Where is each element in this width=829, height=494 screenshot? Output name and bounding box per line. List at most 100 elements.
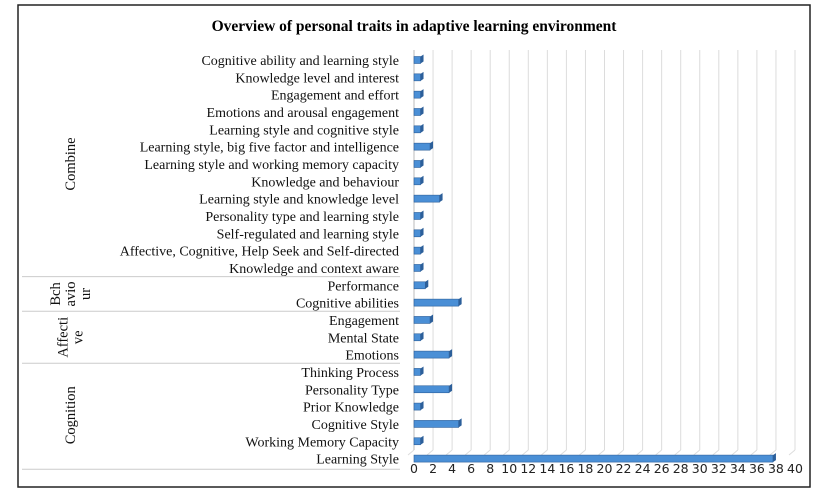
- bar-side: [420, 158, 424, 168]
- gridline-floor: [712, 449, 720, 456]
- bar: [413, 385, 450, 394]
- category-label: Self-regulated and learning style: [217, 227, 399, 242]
- bar: [413, 90, 421, 99]
- x-tick-label: 4: [448, 461, 456, 476]
- bar: [413, 333, 421, 342]
- bar-side: [420, 435, 424, 445]
- gridline-floor: [674, 449, 682, 456]
- x-tick-label: 26: [654, 461, 670, 476]
- gridline-floor: [560, 449, 567, 456]
- gridline-floor: [788, 449, 796, 456]
- x-tick-label: 14: [539, 461, 555, 476]
- bar-side: [772, 453, 776, 463]
- bar-side: [420, 175, 424, 185]
- chart-title: Overview of personal traits in adaptive …: [212, 18, 618, 35]
- bar: [413, 281, 426, 290]
- category-label: Personality Type: [305, 383, 399, 398]
- bar: [413, 246, 421, 255]
- bar: [413, 142, 431, 151]
- x-tick-label: 34: [730, 461, 746, 476]
- bar-side: [420, 331, 424, 341]
- bar: [413, 437, 421, 446]
- gridline-floor: [426, 449, 434, 456]
- gridline-floor: [693, 449, 701, 456]
- x-tick-label: 10: [501, 461, 517, 476]
- x-tick-label: 18: [577, 461, 593, 476]
- gridline-floor: [598, 449, 605, 456]
- gridline-floor: [579, 449, 586, 456]
- category-label: Learning style and knowledge level: [199, 193, 399, 208]
- bar-side: [420, 123, 424, 133]
- category-label: Knowledge and context aware: [229, 262, 399, 277]
- bar: [413, 125, 421, 134]
- x-tick-label: 16: [558, 461, 574, 476]
- gridline-floor: [483, 449, 491, 456]
- bar: [413, 402, 421, 411]
- category-label: Thinking Process: [301, 366, 399, 381]
- category-label: Knowledge and behaviour: [251, 175, 399, 190]
- x-tick-label: 2: [429, 461, 437, 476]
- bar-side: [420, 245, 424, 255]
- bar-side: [420, 401, 424, 411]
- category-label: Knowledge level and interest: [235, 71, 399, 86]
- x-tick-label: 24: [635, 461, 651, 476]
- gridline-floor: [502, 449, 510, 456]
- category-label: Prior Knowledge: [303, 401, 399, 416]
- bar-side: [458, 297, 462, 307]
- bar-side: [425, 279, 429, 289]
- category-label: Emotions: [345, 349, 399, 364]
- gridline-floor: [445, 449, 453, 456]
- category-label: Mental State: [328, 331, 399, 346]
- x-tick-label: 32: [711, 461, 727, 476]
- x-tick-label: 22: [616, 461, 632, 476]
- x-tick-label: 36: [749, 461, 765, 476]
- gridline-floor: [407, 449, 415, 456]
- x-tick-label: 0: [410, 461, 418, 476]
- bar: [413, 368, 421, 376]
- bar: [413, 264, 421, 272]
- category-label: Personality type and learning style: [205, 210, 399, 225]
- gridline-floor: [521, 449, 529, 456]
- bar: [413, 108, 421, 116]
- bar-side: [420, 54, 424, 64]
- x-tick-label: 40: [787, 461, 803, 476]
- bar: [413, 350, 450, 359]
- category-label: Cognitive abilities: [296, 297, 399, 312]
- bar: [413, 160, 421, 168]
- bar-side: [449, 349, 453, 359]
- x-tick-label: 6: [467, 461, 475, 476]
- group-label: Cognition: [63, 386, 79, 445]
- category-label: Affective, Cognitive, Help Seek and Self…: [120, 245, 399, 260]
- bar-side: [420, 210, 424, 220]
- bar: [413, 212, 421, 220]
- bar-side: [449, 383, 453, 393]
- bar: [413, 316, 431, 324]
- bar-side: [420, 262, 424, 272]
- group-label: Bchaviour: [48, 281, 94, 306]
- gridline-floor: [636, 449, 643, 456]
- bar: [413, 177, 421, 186]
- group-label: Affective: [56, 317, 87, 358]
- group-label: Combine: [63, 137, 79, 190]
- group-label-text: Combine: [63, 137, 79, 190]
- bar: [413, 56, 421, 64]
- bar-side: [420, 106, 424, 116]
- category-label: Engagement: [329, 314, 399, 329]
- category-label: Learning style and working memory capaci…: [144, 158, 399, 173]
- group-label-text: Cognition: [63, 386, 79, 445]
- category-label: Learning style and cognitive style: [209, 123, 399, 138]
- gridline-floor: [617, 449, 624, 456]
- category-label: Performance: [327, 279, 399, 294]
- bar-side: [420, 71, 424, 81]
- bar-side: [420, 89, 424, 99]
- gridline-floor: [464, 449, 472, 456]
- category-label: Engagement and effort: [271, 89, 399, 104]
- bar: [413, 194, 440, 203]
- category-label: Cognitive Style: [312, 418, 400, 433]
- gridline-floor: [769, 449, 777, 456]
- x-tick-label: 28: [673, 461, 689, 476]
- gridline-floor: [731, 449, 739, 456]
- bar-side: [439, 193, 443, 203]
- category-label: Working Memory Capacity: [245, 435, 399, 450]
